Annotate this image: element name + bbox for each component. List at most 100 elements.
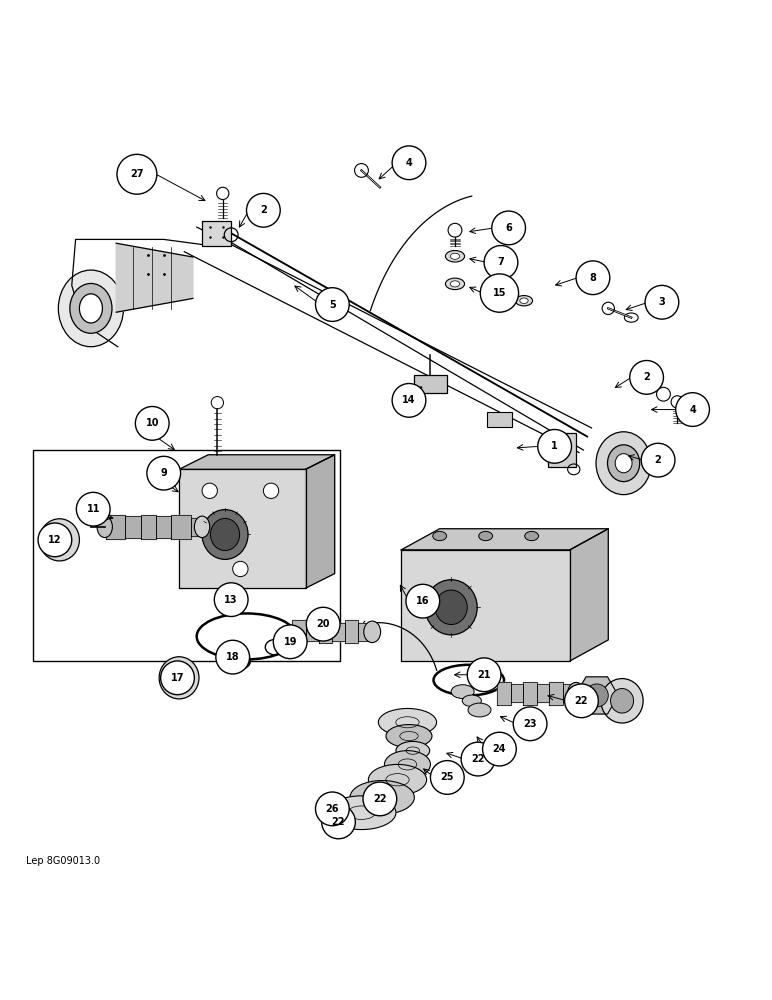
Ellipse shape [425,580,477,635]
Ellipse shape [433,531,446,541]
Circle shape [147,456,181,490]
Ellipse shape [59,270,124,347]
Text: 2: 2 [260,205,267,215]
Ellipse shape [615,454,632,473]
FancyBboxPatch shape [487,412,512,427]
Ellipse shape [386,725,432,748]
Circle shape [630,361,663,394]
Text: 2: 2 [655,455,662,465]
Circle shape [135,406,169,440]
Polygon shape [306,623,319,641]
Text: 22: 22 [332,817,345,827]
Text: 14: 14 [402,395,416,405]
Polygon shape [191,518,202,536]
Circle shape [38,523,72,557]
Polygon shape [401,550,570,661]
Circle shape [273,625,307,659]
Circle shape [322,805,355,839]
Ellipse shape [567,682,584,704]
Polygon shape [358,623,371,641]
Ellipse shape [80,294,103,323]
Text: 9: 9 [161,468,167,478]
Circle shape [461,742,495,776]
Ellipse shape [202,510,248,559]
FancyBboxPatch shape [414,375,447,393]
Ellipse shape [445,251,465,262]
Ellipse shape [525,531,539,541]
Circle shape [202,483,218,498]
Circle shape [513,707,547,741]
Ellipse shape [435,590,467,625]
Ellipse shape [39,519,80,561]
Circle shape [564,684,598,718]
Ellipse shape [69,283,112,333]
Circle shape [263,483,279,498]
Circle shape [467,658,501,692]
Polygon shape [344,620,358,643]
Polygon shape [156,516,171,538]
Ellipse shape [97,516,113,538]
Polygon shape [511,684,523,702]
Text: 12: 12 [48,535,62,545]
Ellipse shape [445,278,465,290]
Text: 18: 18 [226,652,239,662]
Polygon shape [293,620,306,643]
Ellipse shape [450,253,459,259]
Text: 8: 8 [590,273,597,283]
Text: 24: 24 [493,744,506,754]
Text: 4: 4 [405,158,412,168]
Text: 1: 1 [551,441,558,451]
Text: 19: 19 [283,637,297,647]
Polygon shape [125,516,141,538]
Ellipse shape [48,528,71,552]
Circle shape [76,492,110,526]
FancyBboxPatch shape [202,221,231,246]
Polygon shape [401,529,608,550]
Circle shape [538,429,571,463]
Text: 13: 13 [225,595,238,605]
Circle shape [482,732,516,766]
Polygon shape [306,455,334,588]
Polygon shape [497,682,511,705]
FancyBboxPatch shape [548,433,576,467]
Text: 23: 23 [523,719,537,729]
Text: 26: 26 [326,804,339,814]
Text: 10: 10 [145,418,159,428]
Circle shape [216,640,249,674]
Circle shape [585,684,608,707]
Circle shape [642,443,675,477]
Ellipse shape [462,695,482,707]
Circle shape [492,211,526,245]
Ellipse shape [159,657,199,699]
Text: 25: 25 [441,772,454,782]
Text: 4: 4 [689,405,696,415]
Polygon shape [537,684,549,702]
Ellipse shape [516,296,533,306]
Polygon shape [171,515,191,539]
Text: 5: 5 [329,300,336,310]
Circle shape [406,584,439,618]
Circle shape [161,661,195,695]
Ellipse shape [350,781,415,814]
Text: 22: 22 [373,794,387,804]
Ellipse shape [601,679,643,723]
Circle shape [363,782,397,816]
Polygon shape [319,620,333,643]
Text: 7: 7 [498,257,504,267]
Circle shape [645,285,679,319]
Ellipse shape [611,689,634,713]
Circle shape [246,193,280,227]
Polygon shape [117,243,193,312]
Circle shape [232,561,248,577]
Circle shape [480,274,519,312]
Circle shape [484,246,518,279]
Circle shape [431,761,464,794]
Polygon shape [575,677,618,714]
Circle shape [316,288,349,321]
Ellipse shape [368,764,427,795]
Polygon shape [549,682,563,705]
Circle shape [117,154,157,194]
Circle shape [676,393,709,426]
Polygon shape [333,623,344,641]
Polygon shape [563,684,575,702]
